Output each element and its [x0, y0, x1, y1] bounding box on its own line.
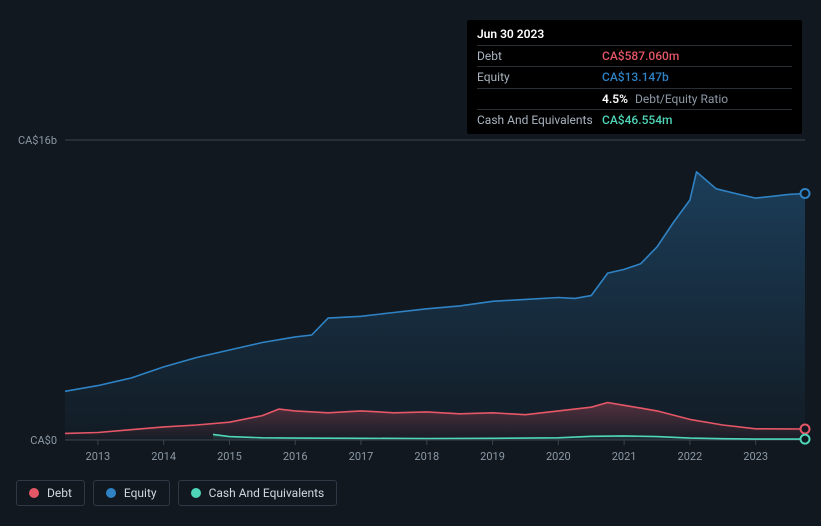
tooltip-label: Cash And Equivalents: [477, 112, 602, 128]
tooltip-date: Jun 30 2023: [477, 26, 792, 45]
legend-label: Debt: [47, 486, 72, 500]
x-axis: 2013 2014 2015 2016 2017 2018 2019 2020 2021 2022…: [65, 450, 805, 464]
x-tick: 2023: [743, 450, 768, 463]
legend: Debt Equity Cash And Equivalents: [16, 480, 337, 506]
legend-item-cash[interactable]: Cash And Equivalents: [178, 480, 338, 506]
tooltip-label: Equity: [477, 69, 602, 85]
x-tick: 2016: [283, 450, 308, 463]
tooltip-label: Debt: [477, 48, 602, 64]
tooltip-label: [477, 91, 602, 107]
legend-item-debt[interactable]: Debt: [16, 480, 85, 506]
tooltip-ratio-label: Debt/Equity Ratio: [635, 92, 728, 106]
legend-label: Equity: [124, 486, 157, 500]
tooltip-row-cash: Cash And Equivalents CA$46.554m: [477, 109, 792, 130]
x-tick: 2020: [546, 450, 571, 463]
tooltip-value-debt: CA$587.060m: [602, 48, 679, 64]
legend-dot-debt: [29, 488, 39, 498]
tooltip-value-cash: CA$46.554m: [602, 112, 673, 128]
legend-dot-equity: [106, 488, 116, 498]
x-tick: 2015: [217, 450, 242, 463]
svg-text:CA$0: CA$0: [30, 434, 57, 447]
x-tick: 2019: [480, 450, 505, 463]
tooltip-ratio-value: 4.5%: [602, 92, 628, 106]
svg-text:CA$16b: CA$16b: [18, 134, 57, 147]
legend-dot-cash: [191, 488, 201, 498]
x-tick: 2014: [151, 450, 176, 463]
tooltip-row-equity: Equity CA$13.147b: [477, 66, 792, 87]
tooltip: Jun 30 2023 Debt CA$587.060m Equity CA$1…: [467, 20, 802, 134]
x-tick: 2013: [86, 450, 111, 463]
x-tick: 2018: [414, 450, 439, 463]
x-tick: 2021: [612, 450, 637, 463]
legend-item-equity[interactable]: Equity: [93, 480, 170, 506]
tooltip-row-debt: Debt CA$587.060m: [477, 45, 792, 66]
tooltip-value-equity: CA$13.147b: [602, 69, 669, 85]
tooltip-row-ratio: 4.5% Debt/Equity Ratio: [477, 88, 792, 109]
x-tick: 2017: [349, 450, 374, 463]
legend-label: Cash And Equivalents: [209, 486, 325, 500]
x-tick: 2022: [678, 450, 703, 463]
